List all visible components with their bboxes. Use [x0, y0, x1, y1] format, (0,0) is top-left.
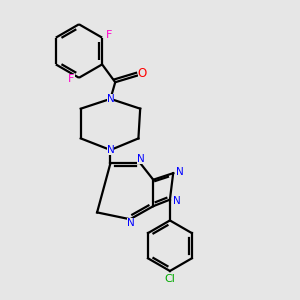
- Text: Cl: Cl: [164, 274, 175, 284]
- Text: N: N: [127, 218, 135, 228]
- Text: N: N: [176, 167, 184, 177]
- Text: F: F: [106, 30, 112, 40]
- Text: N: N: [172, 196, 180, 206]
- Text: F: F: [68, 74, 75, 84]
- Text: N: N: [106, 145, 114, 155]
- Text: O: O: [138, 67, 147, 80]
- Text: N: N: [137, 154, 145, 164]
- Text: N: N: [106, 94, 114, 104]
